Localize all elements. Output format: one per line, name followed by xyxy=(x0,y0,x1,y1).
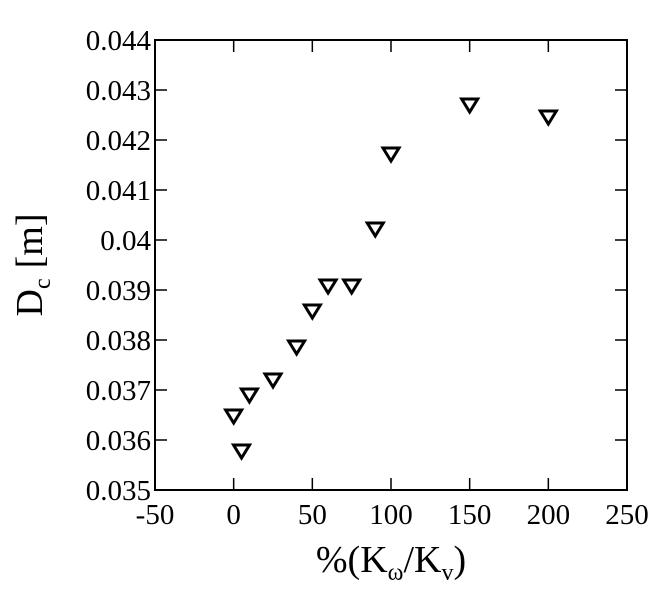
marker xyxy=(238,387,261,405)
y-label-main: D xyxy=(9,289,51,316)
marker xyxy=(380,146,402,164)
y-tick-label: 0.042 xyxy=(86,125,151,157)
marker xyxy=(458,97,481,115)
y-tick-label: 0.035 xyxy=(86,475,151,507)
y-tick-label: 0.036 xyxy=(86,425,151,457)
y-tick-label: 0.037 xyxy=(86,375,151,407)
x-label-part: %(K xyxy=(316,539,388,581)
y-tick-label: 0.039 xyxy=(86,275,151,307)
y-tick-label: 0.044 xyxy=(86,25,152,57)
marker xyxy=(364,221,386,239)
marker xyxy=(222,408,245,426)
marker xyxy=(317,278,339,296)
marker xyxy=(537,109,560,127)
y-label-unit: [m] xyxy=(9,214,51,269)
marker xyxy=(340,278,363,296)
y-tick-label: 0.041 xyxy=(86,175,151,207)
y-tick-label: 0.038 xyxy=(86,325,151,357)
x-tick-label: 50 xyxy=(298,499,327,531)
x-label-part: /K xyxy=(403,539,442,581)
marker xyxy=(301,303,324,321)
x-label-sub: v xyxy=(441,560,453,586)
x-tick-label: -50 xyxy=(136,499,175,531)
y-tick-label: 0.043 xyxy=(86,75,151,107)
x-tick-label: 200 xyxy=(527,499,571,531)
x-tick-label: 250 xyxy=(605,499,649,531)
y-tick-label: 0.04 xyxy=(100,225,151,257)
y-label-sub: c xyxy=(30,278,56,289)
x-tick-label: 150 xyxy=(448,499,492,531)
x-axis-label: %(Kω/Kv) xyxy=(316,539,466,586)
plot-frame xyxy=(154,39,628,491)
x-label-sub: ω xyxy=(388,560,404,586)
marker xyxy=(230,443,253,461)
x-tick-label: 100 xyxy=(369,499,413,531)
y-axis-label: Dc [m] xyxy=(9,214,56,317)
x-tick-label: 0 xyxy=(226,499,241,531)
x-label-part: ) xyxy=(453,539,466,581)
marker xyxy=(262,372,284,390)
marker xyxy=(285,339,308,357)
